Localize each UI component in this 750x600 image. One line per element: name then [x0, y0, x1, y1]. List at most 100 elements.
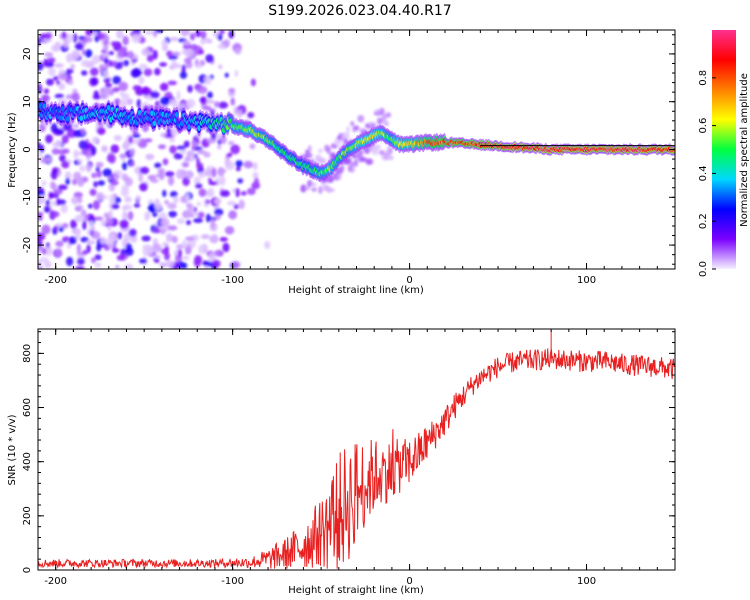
heatmap-noise-cell [45, 199, 51, 206]
heatmap-noise-cell [135, 194, 142, 201]
heatmap-noise-cell [379, 149, 385, 156]
heatmap-ridge [38, 97, 675, 182]
heatmap-noise-cell [318, 148, 323, 154]
heatmap-noise-cell [73, 191, 83, 199]
heatmap-noise-cell [205, 54, 214, 63]
heatmap-noise-cell [71, 92, 80, 103]
heatmap-noise-cell [202, 260, 210, 267]
heatmap-noise-cell [44, 206, 51, 213]
heatmap-noise-cell [217, 166, 225, 177]
heatmap-noise-cell [197, 211, 205, 219]
heatmap-noise-cell [147, 245, 154, 256]
heatmap-noise-cell [62, 38, 69, 49]
heatmap-noise-cell [212, 259, 221, 268]
heatmap-noise-cell [177, 249, 182, 257]
heatmap-noise-cell [152, 243, 162, 253]
heatmap-noise-cell [235, 160, 243, 168]
heatmap-noise-cell [214, 214, 221, 221]
snr-ytick-label: 200 [22, 506, 33, 525]
heatmap-noise-cell [141, 48, 151, 56]
heatmap-noise-cell [326, 146, 331, 155]
heatmap-noise-cell [91, 257, 96, 264]
heatmap-noise-cell [109, 194, 116, 204]
spectrogram-ytick-label: -10 [22, 189, 33, 205]
heatmap-noise-cell [110, 180, 119, 186]
heatmap-noise-cell [45, 134, 53, 144]
heatmap-noise-cell [162, 158, 169, 166]
heatmap-noise-cell [185, 98, 196, 108]
heatmap-noise-cell [161, 39, 169, 47]
heatmap-noise-cell [359, 156, 367, 162]
heatmap-noise-cell [158, 225, 165, 230]
heatmap-noise-cell [195, 64, 203, 69]
heatmap-noise-cell [120, 188, 130, 197]
heatmap-noise-cell [144, 211, 151, 220]
heatmap-noise-cell [92, 199, 100, 210]
heatmap-noise-cell [219, 237, 228, 242]
heatmap-noise-cell [106, 154, 115, 163]
heatmap-noise-cell [84, 49, 93, 58]
heatmap-noise-cell [247, 112, 255, 119]
heatmap-noise-cell [230, 144, 240, 155]
snr-ytick-label: 800 [22, 344, 33, 363]
heatmap-noise-cell [58, 82, 66, 91]
spectrogram-xtick-label: 0 [406, 275, 412, 286]
heatmap-noise-cell [38, 83, 42, 92]
heatmap-noise-cell [100, 236, 106, 245]
heatmap-noise-cell [182, 176, 190, 187]
heatmap-noise-cell [69, 236, 77, 245]
colorbar-tick-label: 0.0 [698, 261, 709, 277]
heatmap-noise-cell [155, 30, 164, 34]
heatmap-noise-cell [154, 201, 163, 211]
heatmap-noise-cell [228, 210, 238, 220]
heatmap-noise-cell [124, 196, 132, 203]
heatmap-noise-cell [203, 105, 212, 111]
heatmap-noise-cell [176, 90, 181, 101]
heatmap-noise-cell [112, 248, 120, 253]
heatmap-noise-cell [66, 128, 77, 139]
heatmap-noise-cell [254, 177, 259, 185]
heatmap-noise-cell [237, 109, 243, 119]
heatmap-noise-cell [173, 196, 179, 204]
heatmap-noise-cell [173, 152, 183, 160]
heatmap-noise-cell [121, 220, 127, 227]
heatmap-noise-cell [96, 127, 106, 135]
heatmap-noise-cell [113, 134, 123, 142]
heatmap-noise-cell [108, 239, 115, 249]
heatmap-noise-cell [77, 177, 85, 187]
snr-ylabel: SNR (10 * v/v) [7, 414, 18, 485]
heatmap-noise-cell [338, 164, 345, 172]
heatmap-noise-cell [306, 152, 313, 158]
heatmap-noise-cell [213, 101, 220, 108]
heatmap-noise-cell [126, 98, 134, 106]
heatmap-noise-cell [237, 178, 244, 184]
heatmap-noise-cell [153, 254, 162, 259]
heatmap-noise-cell [233, 204, 239, 210]
heatmap-noise-cell [202, 37, 211, 44]
heatmap-noise-cell [38, 232, 43, 242]
snr-xtick-label: 0 [406, 576, 412, 587]
heatmap-noise-cell [211, 167, 217, 178]
heatmap-noise-cell [94, 254, 102, 261]
heatmap-noise-cell [187, 49, 195, 59]
heatmap-noise-cell [76, 257, 85, 265]
heatmap-noise-cell [117, 48, 126, 58]
heatmap-noise-cell [197, 85, 208, 94]
heatmap-noise-cell [224, 157, 231, 168]
heatmap-noise-cell [201, 243, 207, 251]
heatmap-noise-cell [200, 30, 207, 40]
heatmap-noise-cell [224, 72, 229, 78]
heatmap-noise-cell [70, 219, 77, 230]
heatmap-noise-cell [333, 139, 342, 146]
heatmap-noise-cell [117, 231, 123, 240]
heatmap-noise-cell [75, 215, 82, 223]
heatmap-noise-cell [112, 60, 117, 66]
colorbar: 0.0 0.2 0.4 0.6 0.8 Normalized spectral ampl… [698, 30, 750, 277]
heatmap-noise-cell [39, 144, 45, 154]
heatmap-noise-cell [341, 132, 350, 140]
heatmap-noise-cell [102, 44, 109, 52]
heatmap-noise-cell [166, 127, 172, 138]
heatmap-noise-cell [61, 134, 69, 144]
heatmap-noise-cell [82, 220, 87, 231]
heatmap-noise-cell [68, 79, 74, 86]
